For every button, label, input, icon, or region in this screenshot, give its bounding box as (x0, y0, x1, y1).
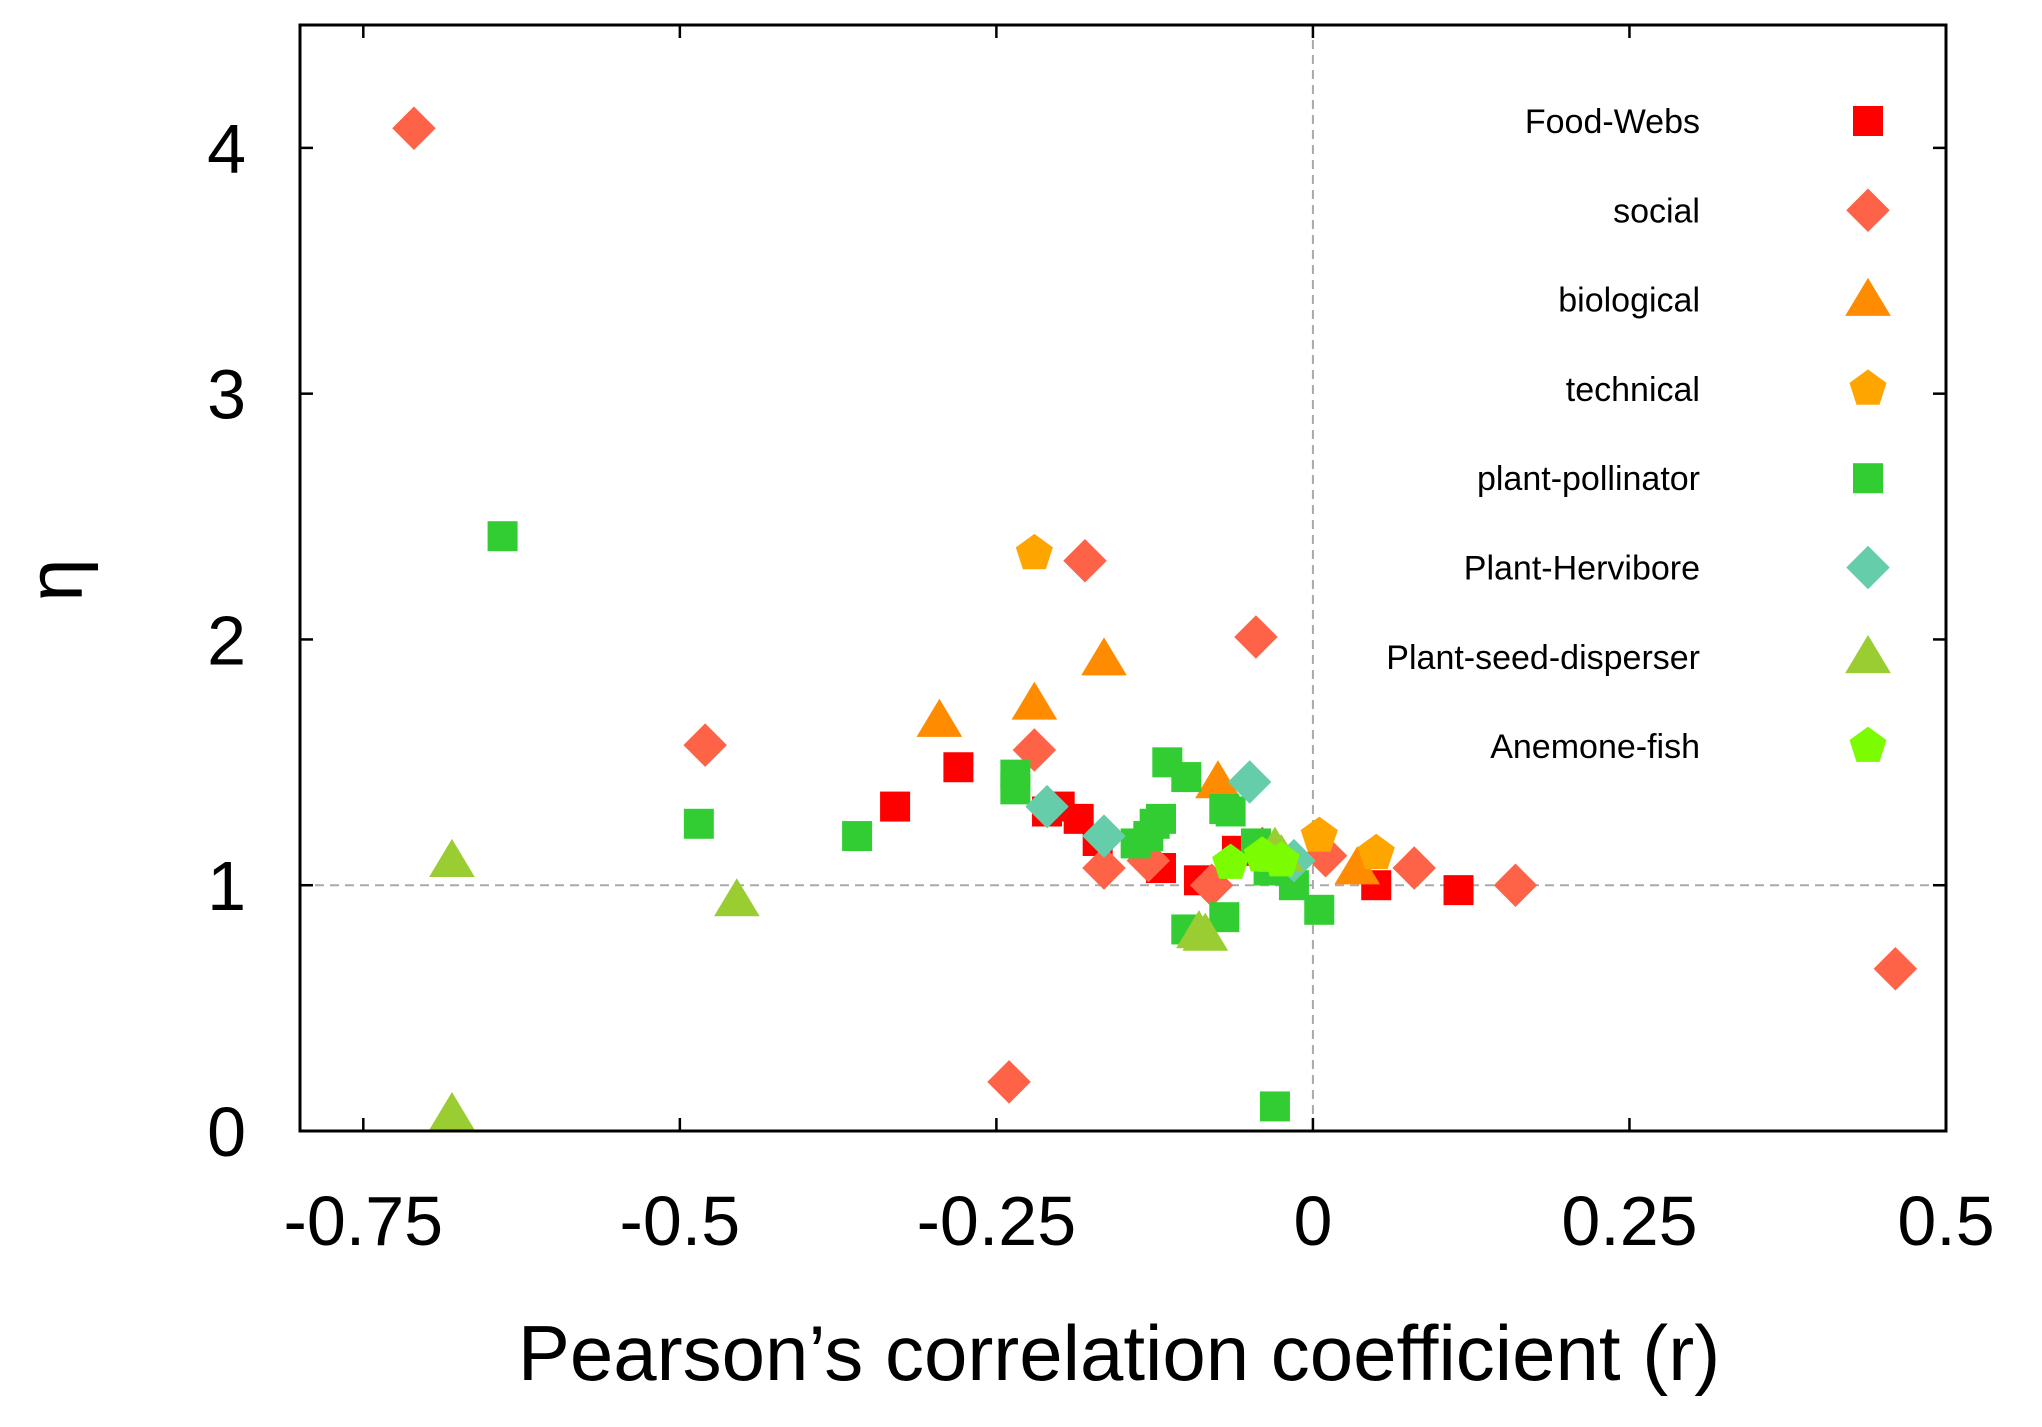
data-point (1182, 912, 1229, 951)
plot-frame (298, 23, 1948, 1133)
data-point (683, 723, 727, 767)
legend-marker (1853, 106, 1883, 136)
x-tick-label: 0.5 (1897, 1182, 1994, 1260)
y-tick-label: 1 (207, 847, 246, 925)
legend-label: biological (1558, 282, 1700, 320)
data-point (1145, 803, 1176, 834)
legend-label: plant-pollinator (1477, 460, 1700, 498)
legend-item: Anemone-fish (1490, 726, 1887, 766)
legend-label: Plant-Hervibore (1464, 550, 1700, 588)
legend-label: Anemone-fish (1490, 728, 1700, 766)
series-technical (1015, 533, 1395, 869)
x-tick-label: -0.25 (917, 1182, 1077, 1260)
legend-marker (1849, 369, 1887, 405)
data-point (713, 878, 760, 917)
data-point (1171, 762, 1202, 793)
x-tick-label: -0.5 (620, 1182, 741, 1260)
data-point (1212, 843, 1250, 879)
data-point (1081, 637, 1127, 676)
axis-ticks: -0.75 -0.5 -0.25 0 0.25 0.5 0 1 2 3 4 (207, 25, 1995, 1260)
data-point (1000, 774, 1031, 805)
reference-lines (300, 25, 1946, 1131)
legend-item: technical (1566, 369, 1887, 409)
x-tick-label: 0.25 (1561, 1182, 1697, 1260)
x-axis-title: Pearson’s correlation coefficient (r) (518, 1309, 1720, 1397)
legend-label: social (1613, 192, 1700, 230)
data-point (1012, 728, 1057, 772)
legend-item: social (1613, 188, 1890, 233)
legend-label: Plant-seed-disperser (1386, 639, 1700, 677)
data-point (1082, 846, 1126, 890)
data-point (1392, 846, 1436, 890)
legend-item: Food-Webs (1525, 103, 1883, 141)
y-tick-label: 2 (207, 601, 246, 679)
data-point (1082, 814, 1126, 858)
data-point (1357, 833, 1395, 869)
data-point (1334, 846, 1381, 885)
data-point (429, 1092, 475, 1131)
data-point (1025, 784, 1069, 829)
data-point (1234, 615, 1278, 659)
data-point (1262, 841, 1300, 877)
legend-item: biological (1558, 277, 1891, 320)
data-point (1215, 796, 1246, 827)
legend-label: Food-Webs (1525, 103, 1700, 141)
data-point (429, 838, 475, 877)
data-point (1209, 902, 1240, 933)
series-anemone-fish (1212, 836, 1300, 879)
data-point (1011, 681, 1058, 720)
data-point (880, 791, 911, 822)
data-point (1300, 816, 1338, 852)
legend-marker (1846, 188, 1890, 233)
data-point (916, 698, 963, 737)
legend-marker (1853, 463, 1883, 494)
legend-marker (1849, 726, 1887, 762)
legend: Food-Webs social biological technical plant-… (1386, 103, 1891, 766)
data-point (1015, 533, 1053, 570)
legend-marker (1845, 277, 1891, 316)
data-point (943, 752, 974, 783)
data-point (392, 106, 436, 150)
data-point (1063, 539, 1107, 583)
y-tick-label: 3 (207, 356, 246, 434)
y-tick-label: 0 (207, 1093, 246, 1171)
data-points (392, 106, 1918, 1131)
data-point (1195, 760, 1241, 799)
series-social (392, 106, 1918, 1104)
x-tick-label: 0 (1293, 1182, 1332, 1260)
legend-item: Plant-seed-disperser (1386, 635, 1891, 677)
data-point (1304, 894, 1335, 925)
series-biological (916, 637, 1381, 885)
series-plant-pollinator (487, 521, 1335, 1122)
y-tick-label: 4 (207, 110, 246, 188)
legend-marker (1846, 545, 1890, 590)
legend-marker (1845, 635, 1891, 674)
data-point (1227, 760, 1272, 804)
data-point (987, 1060, 1031, 1104)
legend-item: plant-pollinator (1477, 460, 1883, 498)
data-point (683, 808, 714, 839)
data-point (1443, 875, 1474, 906)
data-point (1873, 947, 1918, 991)
data-point (1259, 1091, 1290, 1122)
data-point (487, 521, 518, 552)
legend-label: technical (1566, 371, 1700, 409)
x-tick-label: -0.75 (284, 1182, 444, 1260)
legend-item: Plant-Hervibore (1464, 545, 1890, 590)
data-point (842, 821, 873, 852)
data-point (1493, 863, 1538, 907)
y-axis-title: η (11, 558, 99, 601)
